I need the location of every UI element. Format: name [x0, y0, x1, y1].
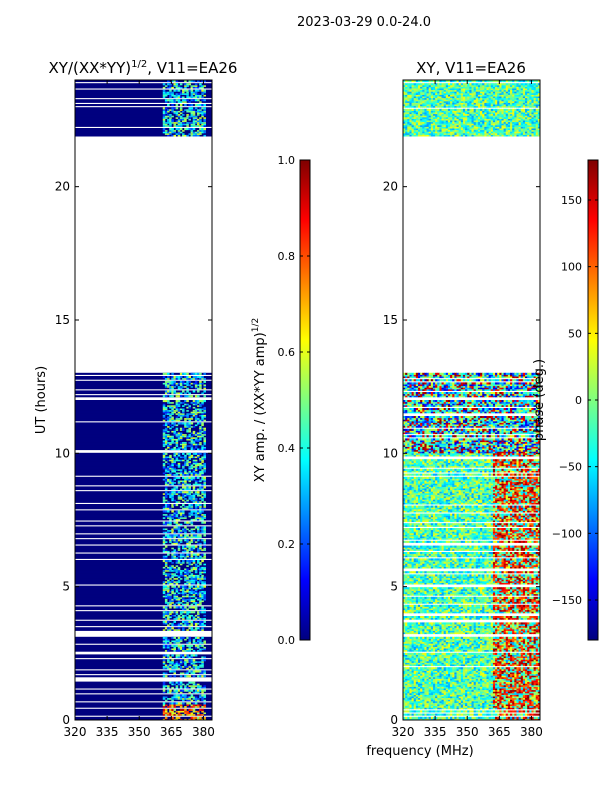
- amp-heatmap: [75, 80, 212, 720]
- y-tick-label: 0: [390, 713, 398, 727]
- amp-colorbar-label: XY amp. / (XX*YY amp)1/2: [251, 318, 268, 482]
- phase-axis-ticks: 320 335 350 365 380 0 5 10 15 20: [383, 80, 543, 739]
- y-tick-label: 5: [62, 580, 70, 594]
- colorbar-tick-label: 0.4: [278, 442, 296, 455]
- colorbar-tick-label: −50: [559, 461, 582, 474]
- colorbar-tick-label: 0.6: [278, 346, 296, 359]
- x-tick-label: 365: [488, 725, 511, 739]
- y-tick-label: 0: [62, 713, 70, 727]
- x-tick-label: 365: [160, 725, 183, 739]
- y-tick-label: 15: [55, 313, 70, 327]
- x-tick-label: 335: [96, 725, 119, 739]
- y-tick-label: 10: [55, 446, 70, 460]
- x-tick-label: 350: [128, 725, 151, 739]
- x-axis-label: frequency (MHz): [366, 744, 473, 759]
- colorbar-tick-label: 0.2: [278, 538, 296, 551]
- colorbar-tick-label: 0.0: [278, 634, 296, 647]
- amp-panel-title: XY/(XX*YY)1/2, V11=EA26: [49, 59, 238, 77]
- amp-colorbar: [299, 159, 311, 641]
- x-tick-label: 380: [520, 725, 543, 739]
- phase-colorbar-ticks: −150 −100 −50 0 50 100 150: [552, 194, 598, 607]
- y-tick-label: 10: [383, 446, 398, 460]
- amp-axis-ticks: 320 335 350 365 380 0 5 10 15 20: [55, 80, 215, 739]
- x-tick-label: 320: [64, 725, 87, 739]
- y-tick-label: 20: [55, 180, 70, 194]
- y-tick-label: 5: [390, 580, 398, 594]
- colorbar-tick-label: 0: [575, 394, 582, 407]
- amp-y-axis-label: UT (hours): [34, 366, 49, 434]
- x-tick-label: 380: [192, 725, 215, 739]
- phase-panel-title: XY, V11=EA26: [416, 59, 526, 77]
- colorbar-tick-label: −100: [552, 527, 582, 540]
- x-tick-label: 350: [456, 725, 479, 739]
- phase-axes-frame: [402, 79, 541, 721]
- colorbar-tick-label: 100: [561, 261, 582, 274]
- colorbar-tick-label: 0.8: [278, 250, 296, 263]
- x-tick-label: 320: [392, 725, 415, 739]
- figure-suptitle: 2023-03-29 0.0-24.0: [297, 15, 431, 30]
- colorbar-tick-label: −150: [552, 594, 582, 607]
- y-tick-label: 15: [383, 313, 398, 327]
- x-tick-label: 335: [424, 725, 447, 739]
- colorbar-tick-label: 1.0: [278, 154, 296, 167]
- colorbar-tick-label: 50: [568, 327, 582, 340]
- y-tick-label: 20: [383, 180, 398, 194]
- amp-axes-frame: [74, 79, 213, 721]
- phase-colorbar-label: phase (deg.): [532, 359, 547, 441]
- amp-colorbar-ticks: 0.0 0.2 0.4 0.6 0.8 1.0: [278, 154, 310, 647]
- colorbar-tick-label: 150: [561, 194, 582, 207]
- phase-heatmap: [403, 80, 540, 720]
